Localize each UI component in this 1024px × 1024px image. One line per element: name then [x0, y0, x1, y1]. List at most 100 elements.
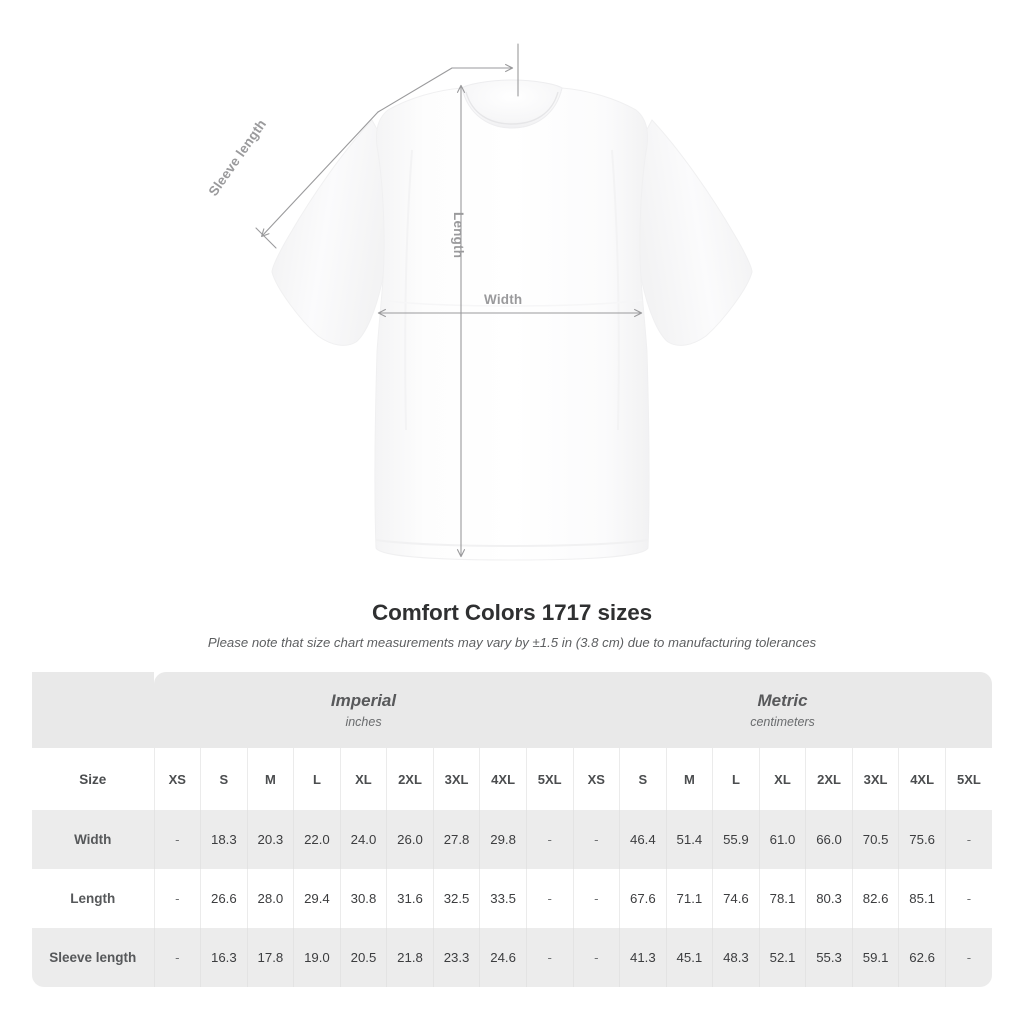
size-table: Imperial inches Metric centimeters Size XS S M L…: [32, 672, 992, 987]
cell-width-metric-xl: 61.0: [758, 810, 806, 869]
cell-sleeve-length-metric-5xl: -: [944, 928, 992, 987]
unit-band-name: Metric: [757, 690, 808, 710]
size-header-cell-5xl: 5XL: [525, 748, 574, 810]
tshirt-graphic: [271, 79, 753, 561]
size-header-cell-2xl: 2XL: [805, 748, 853, 810]
cell-length-metric-s: 67.6: [619, 869, 667, 928]
size-header-cell-2xl: 2XL: [386, 748, 434, 810]
cell-sleeve-length-imperial-xl: 20.5: [339, 928, 387, 987]
cell-length-metric-xs: -: [572, 869, 620, 928]
size-header-cell-xl: XL: [339, 748, 387, 810]
cell-width-imperial-l: 22.0: [293, 810, 341, 869]
size-header-cell-3xl: 3XL: [432, 748, 480, 810]
size-header-cell-xl: XL: [758, 748, 806, 810]
title-block: Comfort Colors 1717 sizes Please note th…: [0, 598, 1024, 652]
size-header-cell-l: L: [712, 748, 760, 810]
table-row: Sleeve length - 16.3 17.8 19.0 20.5 21.8 23.3 24…: [32, 928, 992, 987]
cell-width-metric-2xl: 66.0: [805, 810, 853, 869]
size-header-cell-m: M: [665, 748, 713, 810]
cell-sleeve-length-imperial-4xl: 24.6: [479, 928, 527, 987]
empty-value: -: [594, 832, 599, 847]
cell-sleeve-length-imperial-xs: -: [153, 928, 201, 987]
empty-value: -: [175, 891, 180, 906]
size-header-cell-l: L: [293, 748, 341, 810]
cell-width-imperial-3xl: 27.8: [432, 810, 480, 869]
cell-width-imperial-5xl: -: [525, 810, 574, 869]
cell-length-metric-5xl: -: [944, 869, 992, 928]
cell-width-metric-4xl: 75.6: [898, 810, 946, 869]
cell-width-imperial-4xl: 29.8: [479, 810, 527, 869]
cell-length-imperial-xl: 30.8: [339, 869, 387, 928]
length-label: Length: [451, 212, 466, 259]
empty-value: -: [547, 832, 552, 847]
unit-band-unit: inches: [345, 714, 382, 729]
cell-sleeve-length-metric-xl: 52.1: [758, 928, 806, 987]
cell-width-metric-5xl: -: [944, 810, 992, 869]
cell-length-imperial-3xl: 32.5: [432, 869, 480, 928]
cell-width-metric-l: 55.9: [712, 810, 760, 869]
empty-value: -: [175, 950, 180, 965]
tolerance-note: Please note that size chart measurements…: [207, 635, 817, 650]
unit-band-row: Imperial inches Metric centimeters: [32, 672, 992, 748]
unit-band-name: Imperial: [330, 690, 397, 710]
cell-sleeve-length-metric-3xl: 59.1: [851, 928, 899, 987]
measurement-guides: [255, 43, 643, 558]
unit-band-metric: Metric centimeters: [573, 672, 992, 748]
cell-sleeve-length-imperial-3xl: 23.3: [432, 928, 480, 987]
unit-band-imperial: Imperial inches: [154, 672, 574, 748]
empty-value: -: [175, 832, 180, 847]
cell-length-imperial-m: 28.0: [246, 869, 294, 928]
cell-sleeve-length-metric-l: 48.3: [712, 928, 760, 987]
cell-length-metric-3xl: 82.6: [851, 869, 899, 928]
cell-sleeve-length-metric-2xl: 55.3: [805, 928, 853, 987]
cell-width-imperial-s: 18.3: [200, 810, 248, 869]
empty-value: -: [547, 950, 552, 965]
size-header-cell-m: M: [246, 748, 294, 810]
cell-length-metric-l: 74.6: [712, 869, 760, 928]
band-spacer: [32, 672, 154, 748]
cell-sleeve-length-imperial-s: 16.3: [200, 928, 248, 987]
cell-length-imperial-s: 26.6: [200, 869, 248, 928]
row-label-length: Length: [32, 869, 154, 928]
cell-sleeve-length-metric-s: 41.3: [619, 928, 667, 987]
empty-value: -: [966, 832, 972, 847]
empty-value: -: [966, 950, 972, 965]
cell-width-imperial-2xl: 26.0: [386, 810, 434, 869]
empty-value: -: [594, 950, 599, 965]
cell-width-metric-s: 46.4: [619, 810, 667, 869]
table-row: Width - 18.3 20.3 22.0 24.0 26.0 27.8 29.8 - - 46.4…: [32, 810, 992, 869]
cell-length-metric-m: 71.1: [665, 869, 713, 928]
cell-sleeve-length-imperial-m: 17.8: [246, 928, 294, 987]
size-header-cell-xs: XS: [572, 748, 620, 810]
size-header-cell-4xl: 4XL: [898, 748, 946, 810]
sleeve-length-arrow: [377, 67, 453, 113]
cell-width-metric-xs: -: [572, 810, 620, 869]
size-header-cell-s: S: [200, 748, 248, 810]
cell-sleeve-length-imperial-2xl: 21.8: [386, 928, 434, 987]
empty-value: -: [594, 891, 599, 906]
empty-value: -: [966, 891, 972, 906]
size-header-cell-xs: XS: [153, 748, 201, 810]
size-header-row: Size XS S M L XL 2XL 3XL 4XL 5XL XS S M L XL 2XL 3XL 4XL 5…: [32, 748, 992, 810]
size-header-cell-4xl: 4XL: [479, 748, 527, 810]
cell-length-metric-2xl: 80.3: [805, 869, 853, 928]
cell-length-metric-4xl: 85.1: [898, 869, 946, 928]
cell-sleeve-length-metric-xs: -: [572, 928, 620, 987]
cell-sleeve-length-imperial-5xl: -: [525, 928, 574, 987]
cell-width-metric-3xl: 70.5: [851, 810, 899, 869]
cell-length-metric-xl: 78.1: [758, 869, 806, 928]
cell-width-imperial-m: 20.3: [246, 810, 294, 869]
cell-sleeve-length-imperial-l: 19.0: [293, 928, 341, 987]
page-title: Comfort Colors 1717 sizes: [371, 600, 653, 625]
cell-sleeve-length-metric-4xl: 62.6: [898, 928, 946, 987]
width-label: Width: [484, 292, 523, 307]
table-row: Length - 26.6 28.0 29.4 30.8 31.6 32.5 33.5 - - 67.…: [32, 869, 992, 928]
size-header-cell-s: S: [619, 748, 667, 810]
cell-length-imperial-5xl: -: [525, 869, 574, 928]
size-header-label: Size: [32, 748, 154, 810]
cell-sleeve-length-metric-m: 45.1: [665, 928, 713, 987]
empty-value: -: [547, 891, 552, 906]
tshirt-illustration: Sleeve length Length Width: [206, 43, 753, 561]
unit-band-unit: centimeters: [750, 714, 815, 729]
